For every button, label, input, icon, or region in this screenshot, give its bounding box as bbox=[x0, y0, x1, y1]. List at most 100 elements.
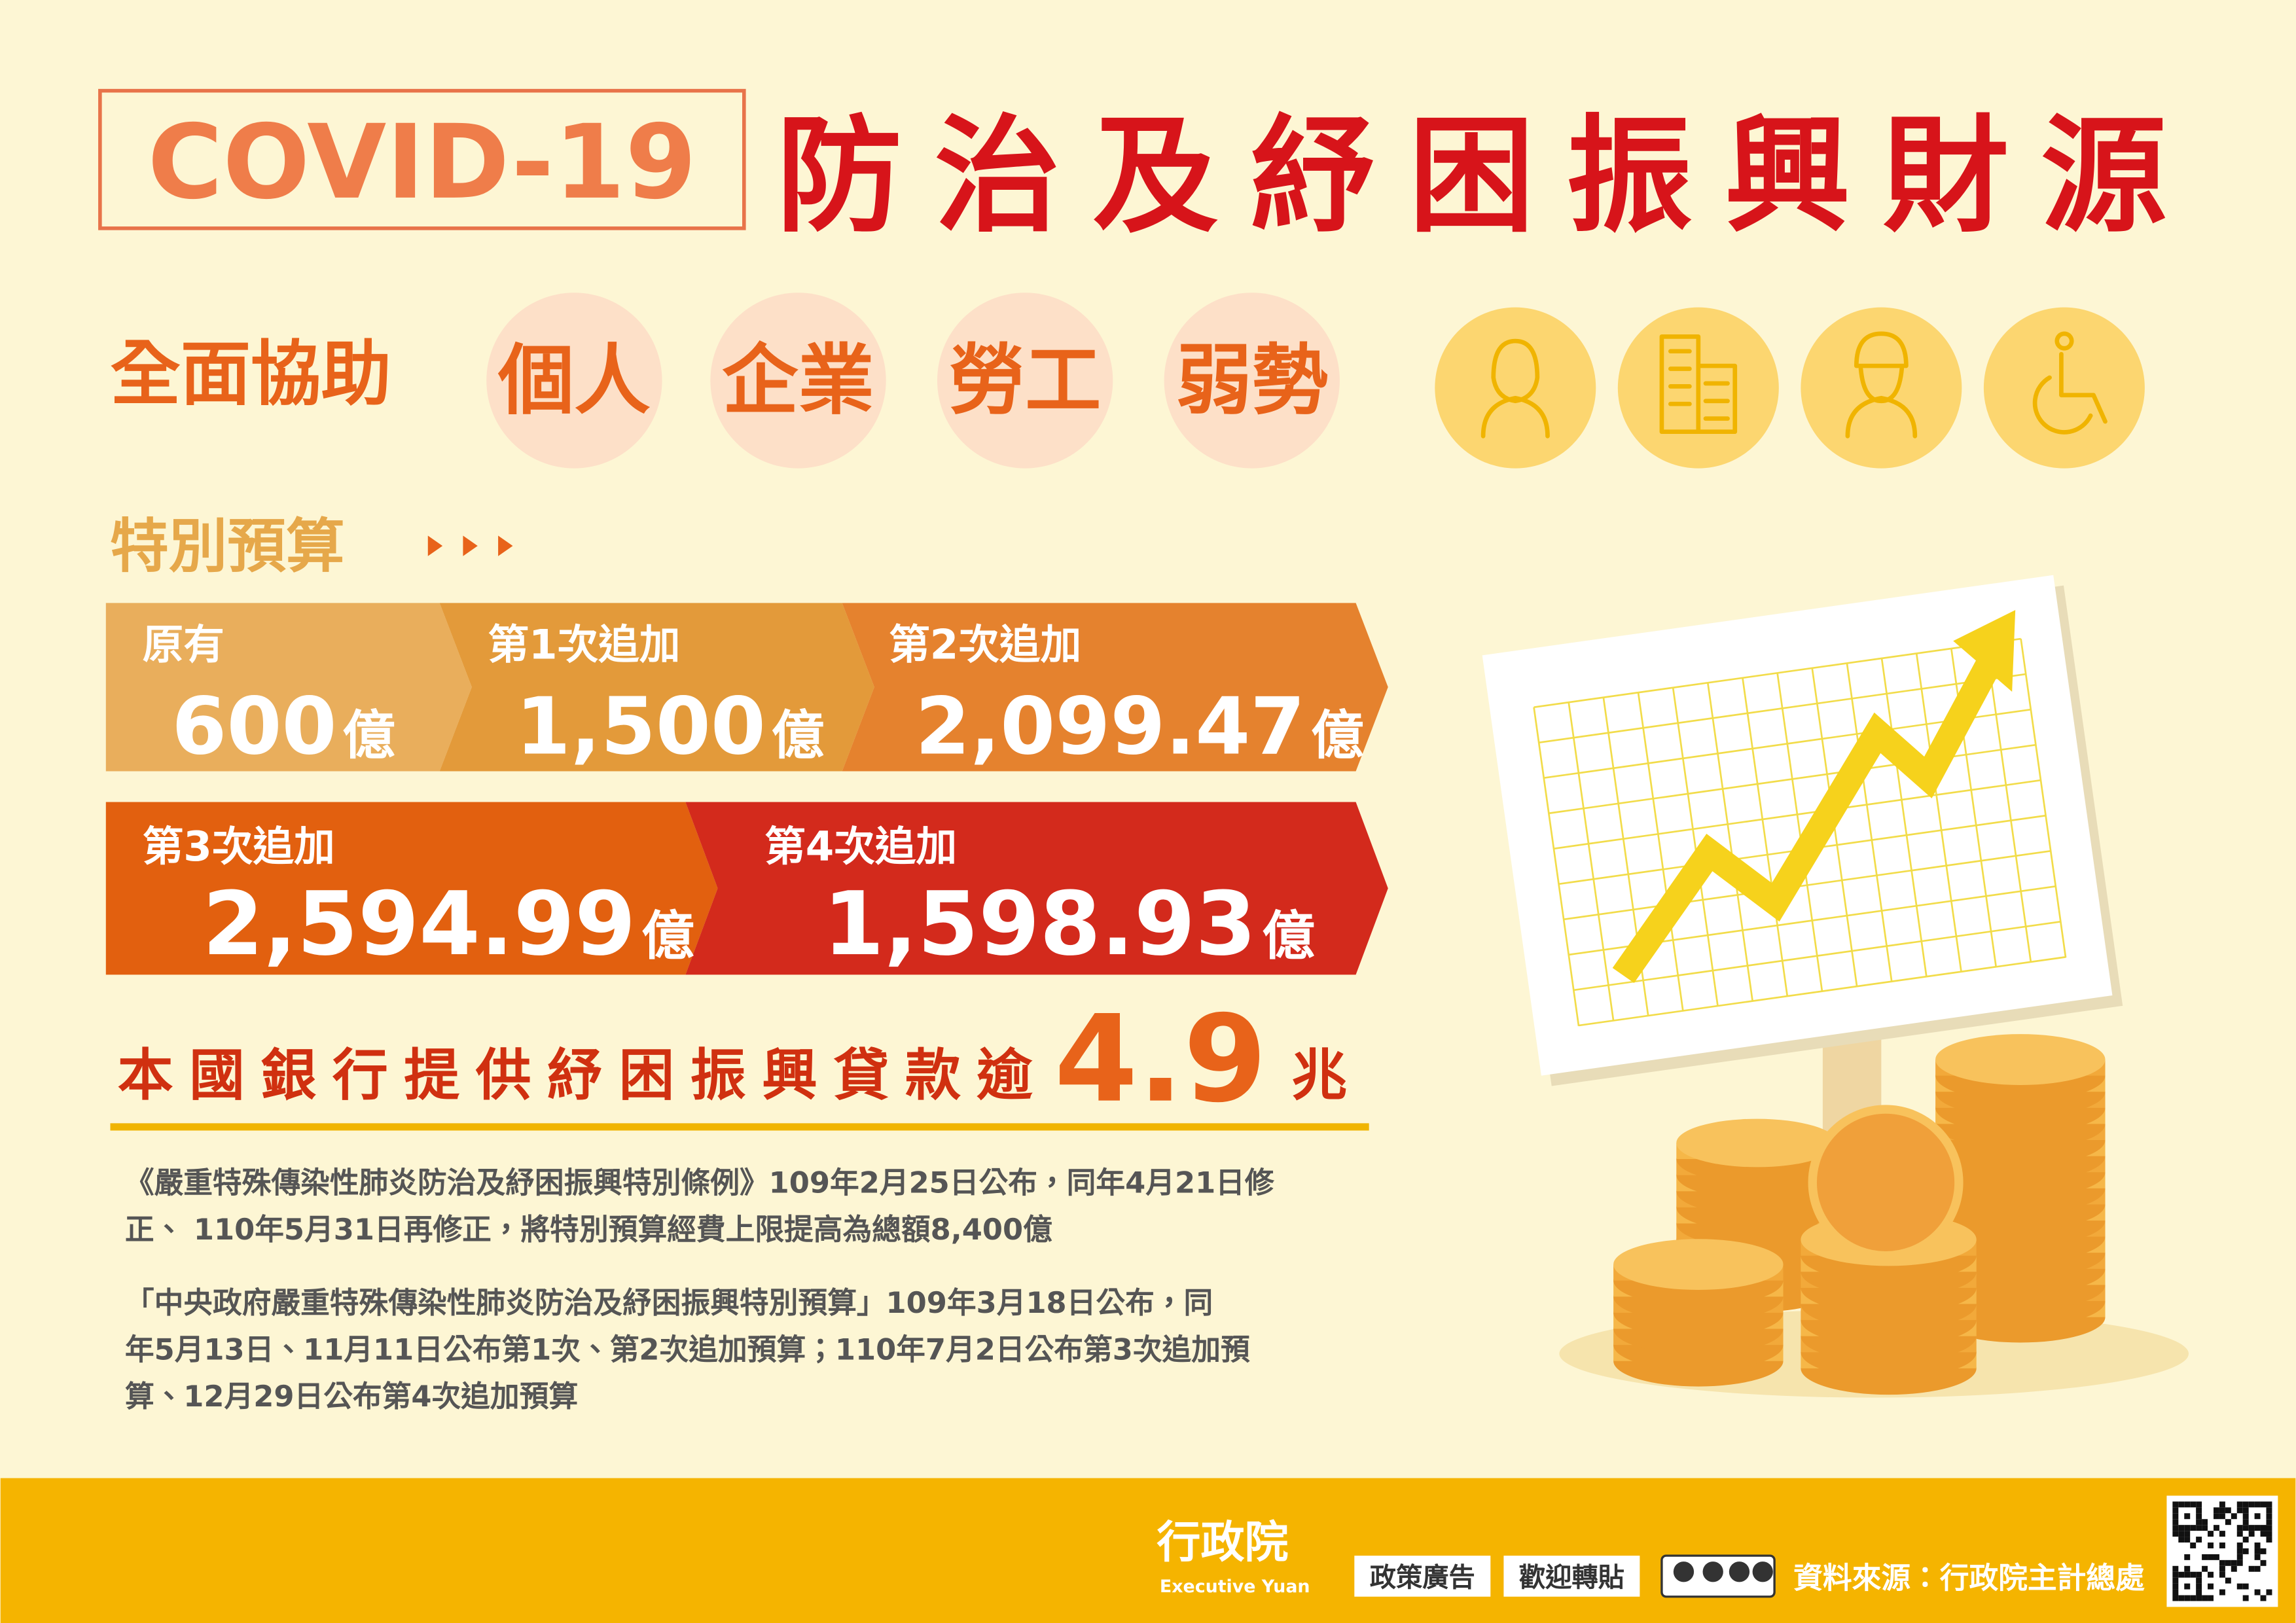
qr-module bbox=[2266, 1519, 2272, 1525]
qr-module bbox=[2196, 1537, 2202, 1543]
budget-label: 第4次追加 bbox=[764, 823, 957, 870]
qr-module bbox=[2178, 1595, 2185, 1601]
qr-module bbox=[2219, 1565, 2225, 1572]
amount-unit: 億 bbox=[641, 905, 694, 967]
heading-arrows bbox=[427, 535, 513, 556]
footer-tag: 歡迎轉貼 bbox=[1519, 1563, 1624, 1593]
icon-wheelchair bbox=[2032, 331, 2108, 435]
qr-module bbox=[2219, 1571, 2225, 1578]
qr-module bbox=[2266, 1507, 2272, 1514]
footer-logo-en: Executive Yuan bbox=[1160, 1577, 1310, 1597]
cc-icon bbox=[1752, 1561, 1773, 1582]
qr-module bbox=[2196, 1519, 2202, 1525]
qr-module bbox=[2213, 1513, 2219, 1520]
qr-module bbox=[2172, 1583, 2179, 1590]
qr-module bbox=[2254, 1589, 2261, 1596]
qr-module bbox=[2236, 1543, 2243, 1548]
qr-module bbox=[2172, 1501, 2179, 1508]
qr-module bbox=[2266, 1531, 2272, 1537]
qr-module bbox=[2260, 1595, 2267, 1601]
qr-module bbox=[2242, 1519, 2249, 1525]
qr-module bbox=[2190, 1595, 2197, 1601]
board-grid bbox=[1776, 673, 1823, 992]
loan-unit: 兆 bbox=[1291, 1044, 1347, 1109]
qr-module bbox=[2225, 1507, 2231, 1514]
qr-module bbox=[2196, 1595, 2202, 1601]
qr-module bbox=[2242, 1513, 2249, 1520]
board-grid bbox=[1549, 743, 2036, 815]
qr-module bbox=[2202, 1554, 2208, 1560]
qr-module bbox=[2196, 1589, 2202, 1596]
qr-module bbox=[2236, 1501, 2243, 1508]
icon-person bbox=[1480, 338, 1550, 438]
qr-module bbox=[2266, 1513, 2272, 1520]
note-line: 「中央政府嚴重特殊傳染性肺炎防治及紓困振興特別預算」109年3月18日公布，同 bbox=[125, 1285, 1213, 1320]
qr-module bbox=[2236, 1554, 2243, 1560]
qr-module bbox=[2190, 1525, 2197, 1531]
icon-building bbox=[1659, 334, 1738, 435]
trend-arrowhead bbox=[1953, 610, 2016, 692]
qr-module bbox=[2184, 1537, 2191, 1543]
board-grid bbox=[1846, 663, 1893, 982]
qr-module bbox=[2236, 1548, 2243, 1554]
qr-module bbox=[2236, 1531, 2243, 1537]
qr-module bbox=[2172, 1531, 2179, 1537]
qr-module bbox=[2196, 1513, 2202, 1520]
qr-module bbox=[2196, 1571, 2202, 1578]
qr-module bbox=[2178, 1531, 2185, 1537]
board-grid bbox=[1578, 956, 2066, 1027]
qr-module bbox=[2242, 1595, 2249, 1601]
budget-amount: 2,099.47 億 bbox=[915, 681, 1363, 773]
amount-number: 600 bbox=[171, 681, 336, 773]
tag: COVID-19 bbox=[147, 103, 696, 222]
qr-module bbox=[2225, 1577, 2231, 1584]
board-grid bbox=[1742, 677, 1789, 997]
board-grid bbox=[1534, 637, 2021, 708]
qr-module bbox=[2184, 1583, 2191, 1590]
board-grid bbox=[1706, 683, 1754, 1002]
budget-label: 第1次追加 bbox=[488, 620, 680, 668]
board-grid bbox=[1672, 687, 1719, 1007]
qr-module bbox=[2266, 1501, 2272, 1508]
qr-module bbox=[2260, 1531, 2267, 1537]
qr-module bbox=[2225, 1560, 2231, 1566]
amount-number: 2,594.99 bbox=[202, 872, 636, 975]
qr-module bbox=[2213, 1525, 2219, 1531]
board-grid bbox=[1985, 643, 2032, 963]
amount-number: 1,598.93 bbox=[823, 872, 1257, 975]
qr-module bbox=[2248, 1565, 2255, 1572]
board-grid bbox=[1538, 673, 2026, 744]
qr-module bbox=[2178, 1537, 2185, 1543]
budget-segment bbox=[439, 603, 874, 772]
group-label: 個人 bbox=[497, 337, 651, 425]
qr-module bbox=[2184, 1595, 2191, 1601]
qr-module bbox=[2184, 1531, 2191, 1537]
qr-module bbox=[2196, 1577, 2202, 1584]
note-line: 《嚴重特殊傳染性肺炎防治及紓困振興特別條例》109年2月25日公布，同年4月21… bbox=[125, 1166, 1275, 1200]
qr-module bbox=[2254, 1548, 2261, 1554]
amount-unit: 億 bbox=[1263, 905, 1316, 967]
qr-module bbox=[2225, 1519, 2231, 1525]
chart-board bbox=[1482, 575, 2123, 1086]
qr-module bbox=[2208, 1543, 2214, 1548]
group-circle bbox=[937, 293, 1113, 469]
board-grid bbox=[1553, 779, 2041, 850]
budget-heading: 特別預算 bbox=[110, 512, 344, 580]
qr-module bbox=[2254, 1513, 2261, 1520]
trend-arrow bbox=[1612, 651, 2004, 984]
big-coin bbox=[1808, 1105, 1964, 1260]
coin-top bbox=[1613, 1239, 1784, 1291]
qr-module bbox=[2190, 1501, 2197, 1508]
qr-module bbox=[2208, 1583, 2214, 1590]
qr-module bbox=[2260, 1560, 2267, 1566]
qr-module bbox=[2202, 1565, 2208, 1572]
qr-module bbox=[2213, 1507, 2219, 1514]
board-grid bbox=[1880, 658, 1928, 978]
board-grid bbox=[1573, 921, 2061, 991]
qr-module bbox=[2190, 1571, 2197, 1578]
coin-top bbox=[1935, 1034, 2106, 1085]
qr-module bbox=[2248, 1501, 2255, 1508]
qr-module bbox=[2202, 1595, 2208, 1601]
qr-module bbox=[2219, 1589, 2225, 1596]
